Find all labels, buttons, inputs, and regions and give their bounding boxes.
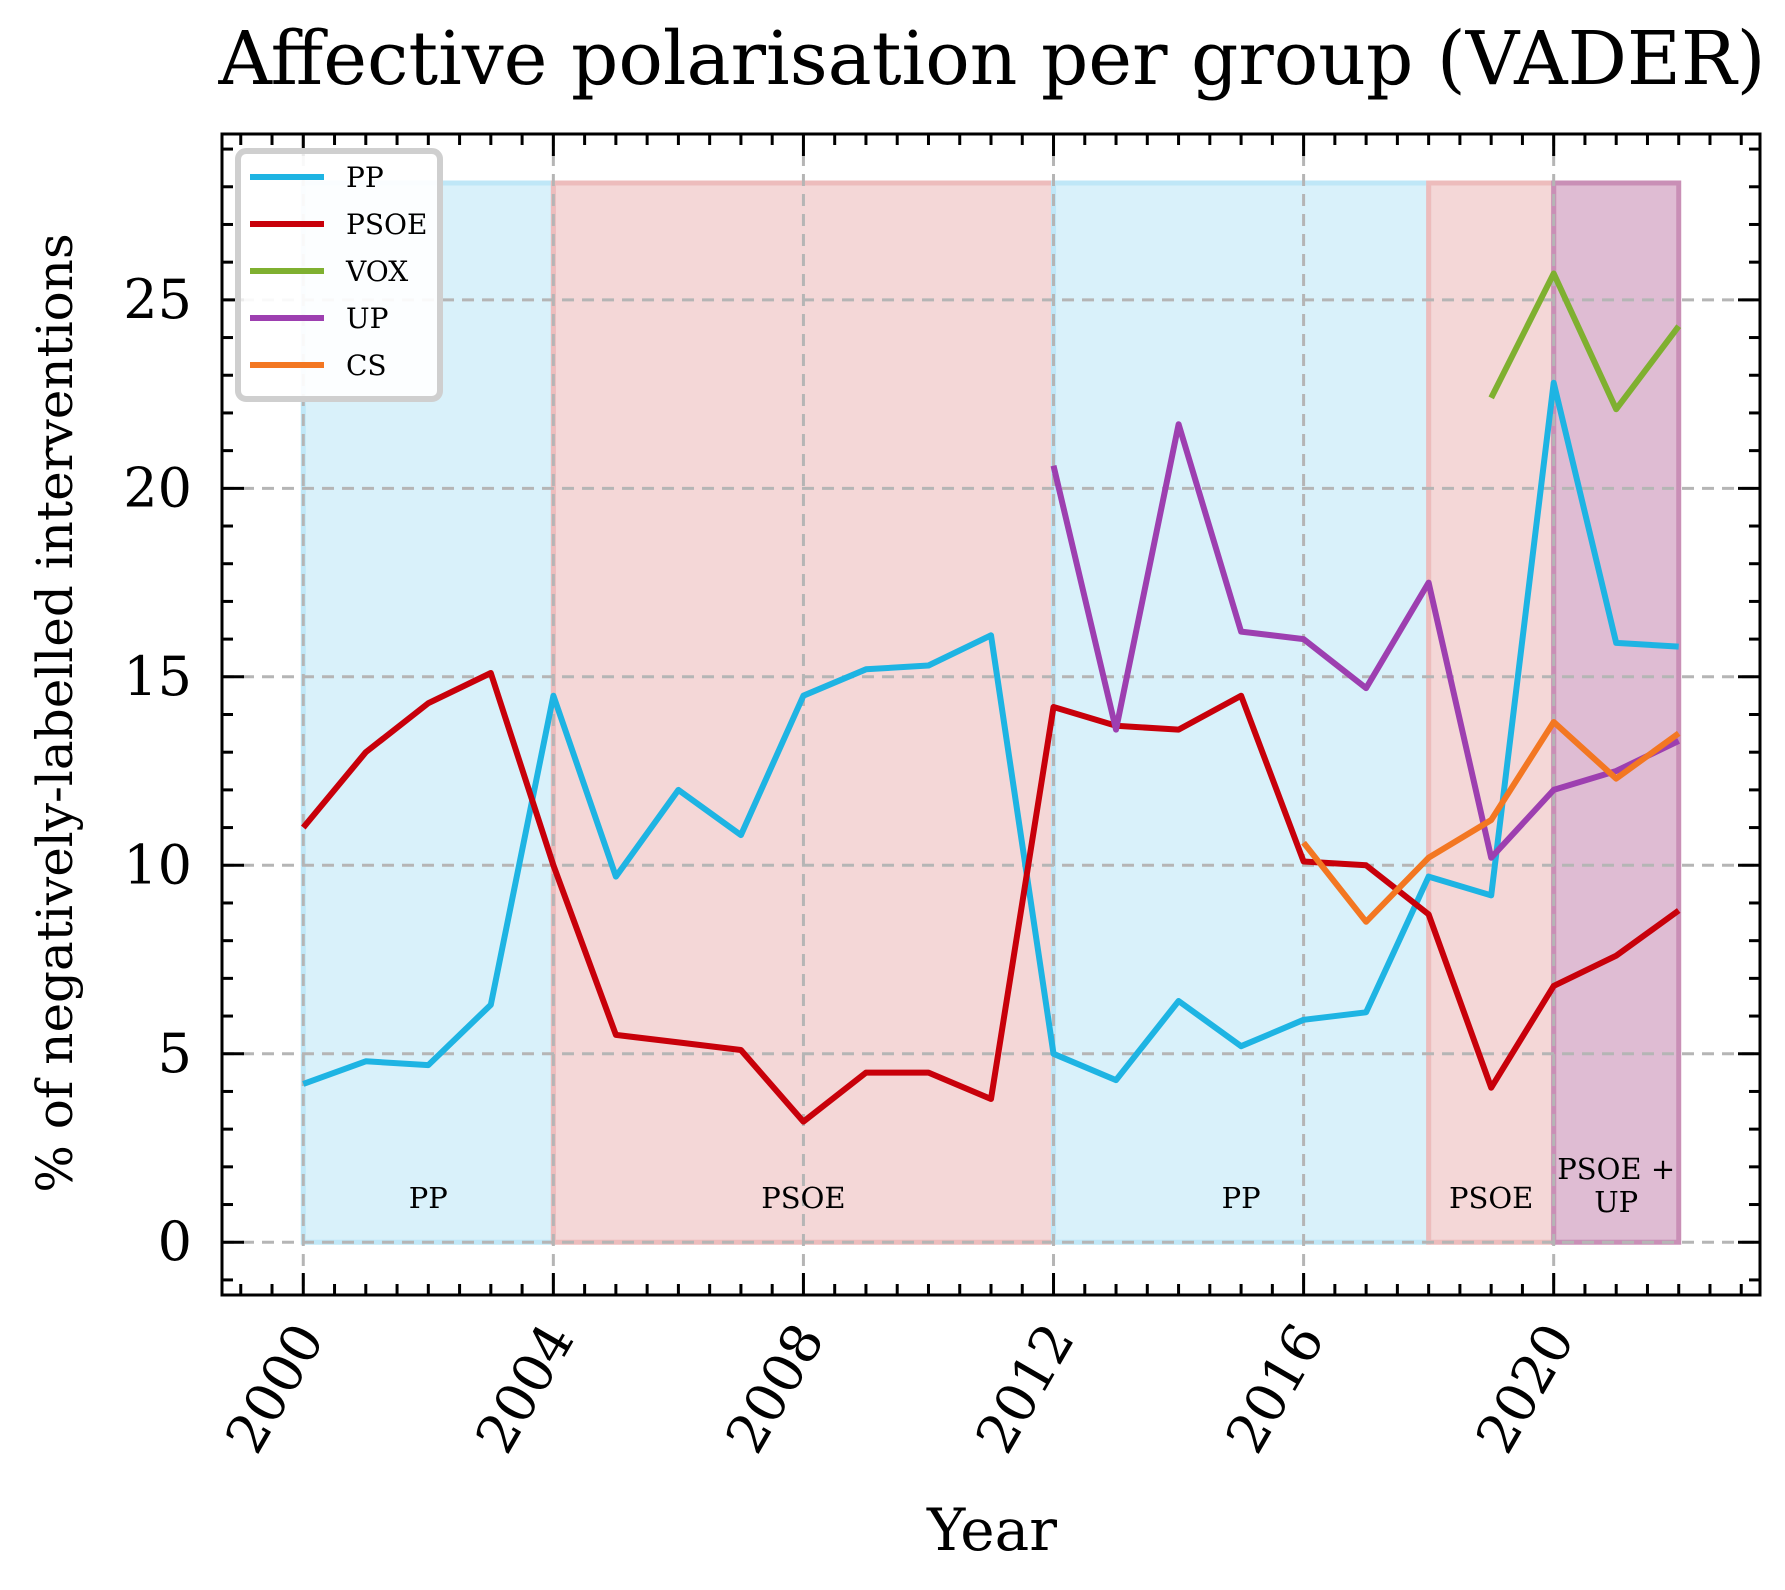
series-line-up	[1050, 421, 1681, 861]
x-axis-label: Year	[926, 1496, 1057, 1564]
period-labels: PP PSOE PP PSOE PSOE + UP	[409, 1152, 1675, 1219]
legend-label-up: UP	[346, 302, 388, 335]
period-label-line: UP	[1594, 1185, 1638, 1219]
y-axis-label: % of negatively-labelled interventions	[26, 233, 84, 1192]
legend-label-cs: CS	[346, 349, 387, 382]
y-tick-label: 0	[158, 1210, 192, 1273]
legend-label-vox: VOX	[345, 255, 408, 288]
y-tick-label: 10	[123, 833, 192, 896]
series-lines	[300, 270, 1682, 1125]
period-label-4: PSOE + UP	[1557, 1152, 1675, 1219]
period-band-2	[1051, 180, 1432, 1245]
period-label-2: PP	[1222, 1181, 1261, 1215]
y-tick-label: 15	[123, 645, 192, 708]
legend: PP PSOE VOX UP CS	[235, 148, 443, 402]
period-label-0: PP	[409, 1181, 448, 1215]
legend-label-psoe: PSOE	[346, 208, 427, 241]
period-label-3: PSOE	[1449, 1181, 1533, 1215]
y-tick-label: 5	[158, 1022, 192, 1085]
y-tick-label: 20	[123, 456, 192, 519]
series-line-cs	[1301, 719, 1681, 925]
legend-label-pp: PP	[346, 161, 384, 194]
period-label-1: PSOE	[761, 1181, 845, 1215]
legend-box	[235, 148, 443, 402]
period-bands	[300, 180, 1682, 1245]
series-line-psoe	[300, 670, 1681, 1125]
chart-title: Affective polarisation per group (VADER)	[217, 16, 1765, 102]
axes	[220, 132, 1762, 1297]
period-band-4	[1551, 180, 1682, 1245]
period-label-line: PSOE +	[1557, 1152, 1675, 1186]
y-tick-label: 25	[123, 268, 192, 331]
series-line-vox	[1488, 270, 1682, 413]
grid-lines	[222, 134, 1760, 1295]
